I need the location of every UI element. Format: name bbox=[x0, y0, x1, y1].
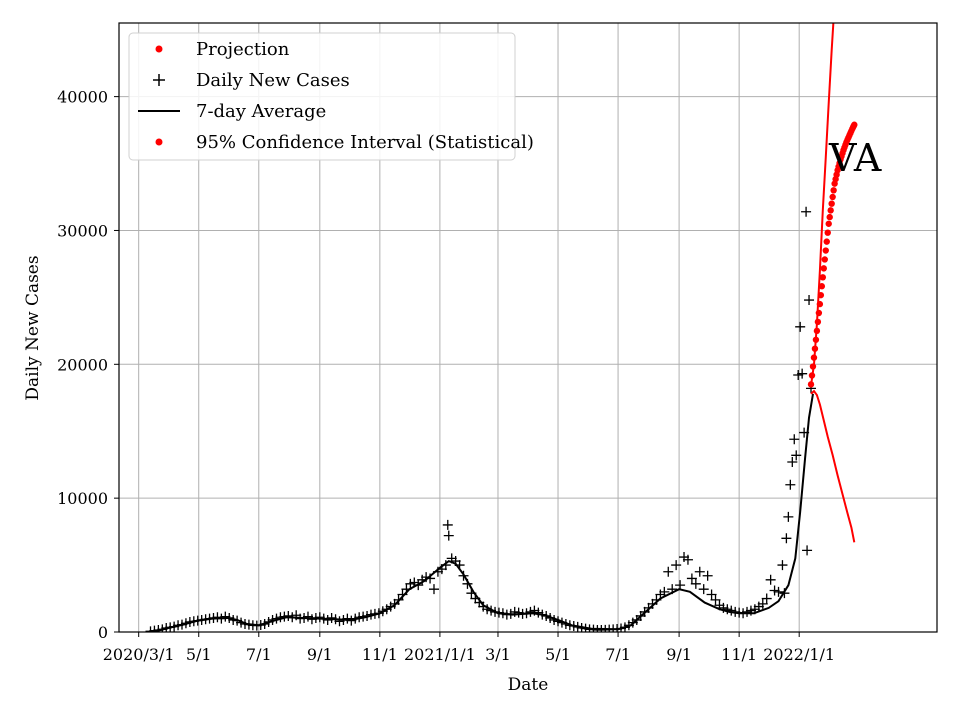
daily-case-point bbox=[765, 574, 776, 585]
ci-upper-point bbox=[823, 238, 830, 245]
ci-upper-point bbox=[826, 213, 833, 221]
x-tick-label: 2021/1/1 bbox=[404, 645, 476, 664]
daily-case-point bbox=[663, 566, 674, 577]
x-tick-label: 7/1 bbox=[246, 645, 272, 664]
y-tick-label: 10000 bbox=[57, 489, 108, 508]
legend-box bbox=[128, 32, 516, 161]
ci-upper-point bbox=[828, 200, 835, 207]
ci-upper-point bbox=[827, 207, 834, 214]
daily-case-point bbox=[795, 321, 806, 332]
daily-case-point bbox=[773, 586, 784, 597]
ci-upper-point bbox=[821, 256, 828, 263]
x-tick-label: 2022/1/1 bbox=[763, 645, 835, 664]
legend-label: 95% Confidence Interval (Statistical) bbox=[196, 132, 534, 153]
x-axis-label: Date bbox=[508, 675, 549, 695]
ci-upper-point bbox=[819, 274, 827, 281]
daily-case-point bbox=[671, 560, 682, 571]
legend-label: 7-day Average bbox=[196, 101, 326, 122]
ci-upper-point bbox=[830, 187, 837, 194]
ci-upper-point bbox=[815, 309, 823, 317]
daily-case-point bbox=[694, 566, 705, 577]
daily-case-point bbox=[443, 530, 454, 541]
plot-frame bbox=[118, 22, 938, 633]
daily-case-point bbox=[783, 511, 794, 522]
x-tick-label: 11/1 bbox=[362, 645, 398, 664]
daily-case-point bbox=[702, 570, 713, 581]
y-tick-label: 20000 bbox=[57, 355, 108, 374]
daily-case-point bbox=[710, 594, 721, 605]
legend-label: Daily New Cases bbox=[196, 70, 350, 91]
daily-case-point bbox=[797, 368, 808, 379]
x-tick-label: 5/1 bbox=[186, 645, 212, 664]
seven-day-average-line bbox=[148, 393, 814, 632]
daily-case-point bbox=[690, 578, 701, 589]
ci-upper-point bbox=[808, 372, 816, 379]
daily-case-point bbox=[801, 206, 812, 217]
ci-upper-series bbox=[807, 121, 858, 388]
x-tick-label: 9/1 bbox=[307, 645, 333, 664]
ci-upper-point bbox=[816, 300, 824, 308]
daily-case-point bbox=[761, 593, 772, 604]
axes: 2020/3/1 5/1 7/1 9/1 11/1 2021/1/1 3/1 5/1 7/1 9/… bbox=[57, 88, 835, 664]
series-layer bbox=[145, 23, 858, 632]
daily-case-point bbox=[706, 589, 717, 600]
legend-marker-plus bbox=[153, 74, 165, 86]
daily-case-point bbox=[777, 560, 788, 571]
ci-upper-point bbox=[814, 318, 822, 326]
chart-annotation: VA bbox=[828, 136, 882, 180]
y-axis-label: Daily New Cases bbox=[23, 255, 43, 400]
ci-upper-point bbox=[822, 247, 829, 254]
daily-case-point bbox=[781, 533, 792, 544]
daily-case-point bbox=[698, 584, 709, 595]
y-tick-label: 30000 bbox=[57, 221, 108, 240]
x-tick-label: 9/1 bbox=[666, 645, 692, 664]
x-tick-label: 5/1 bbox=[545, 645, 571, 664]
daily-case-point bbox=[659, 586, 670, 597]
ci-upper-point bbox=[812, 336, 820, 343]
ci-upper-point bbox=[811, 345, 819, 352]
ci-upper-point bbox=[813, 327, 821, 335]
ci-upper-point bbox=[820, 265, 827, 272]
ci-upper-point bbox=[829, 193, 836, 201]
y-tick-label: 0 bbox=[98, 623, 108, 642]
daily-case-point bbox=[785, 479, 796, 490]
ci-upper-point bbox=[851, 121, 858, 128]
legend-marker-dot bbox=[155, 45, 163, 53]
daily-case-point bbox=[804, 295, 815, 306]
ci-upper-point bbox=[825, 220, 832, 227]
legend-label: Projection bbox=[196, 39, 290, 60]
ci-upper-point bbox=[807, 381, 815, 388]
x-tick-label: 2020/3/1 bbox=[103, 645, 175, 664]
ci-lower-line bbox=[810, 389, 856, 543]
daily-case-point bbox=[802, 545, 813, 556]
ci-upper-point bbox=[809, 363, 817, 370]
ci-upper-point bbox=[818, 283, 826, 290]
daily-case-point bbox=[686, 573, 697, 584]
daily-case-point bbox=[757, 598, 768, 609]
legend: Projection Daily New Cases 7-day Average 95… bbox=[128, 32, 534, 161]
daily-case-point bbox=[442, 519, 453, 530]
x-tick-label: 7/1 bbox=[605, 645, 631, 664]
daily-case-point bbox=[787, 457, 798, 468]
daily-case-point bbox=[428, 584, 439, 595]
legend-marker-dot bbox=[155, 138, 163, 146]
ci-upper-point bbox=[810, 354, 818, 361]
daily-case-point bbox=[789, 434, 800, 445]
x-tick-label: 3/1 bbox=[485, 645, 511, 664]
daily-new-cases-series bbox=[145, 206, 817, 632]
y-tick-label: 40000 bbox=[57, 88, 108, 107]
ci-upper-point bbox=[817, 291, 825, 299]
x-tick-label: 11/1 bbox=[721, 645, 757, 664]
ci-upper-point bbox=[824, 229, 831, 236]
daily-case-point bbox=[682, 554, 693, 565]
daily-case-point bbox=[791, 450, 802, 461]
